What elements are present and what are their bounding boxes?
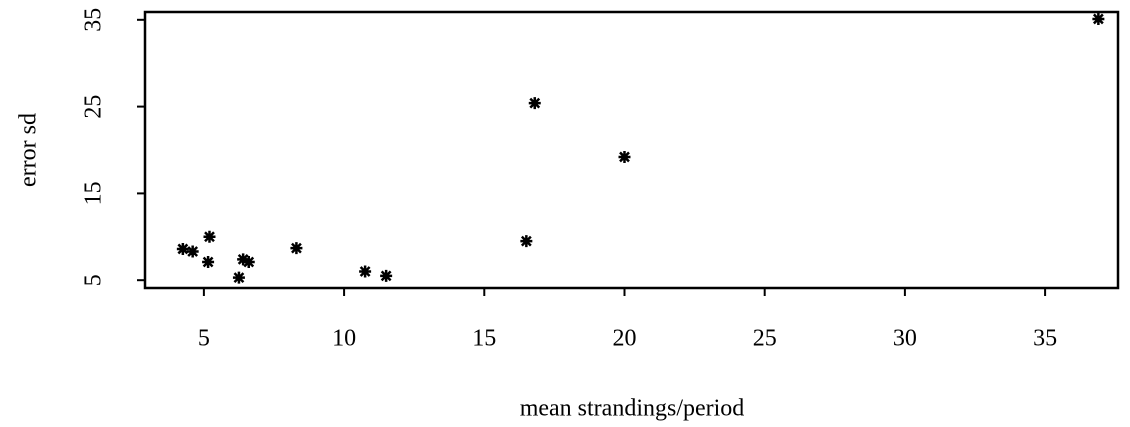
- x-tick-label: 35: [1033, 326, 1057, 352]
- x-tick-label: 15: [472, 326, 496, 352]
- x-tick-label: 5: [198, 326, 210, 352]
- y-tick-label: 25: [81, 95, 107, 119]
- y-axis-label: error sd: [16, 113, 42, 187]
- point: [290, 242, 303, 255]
- point: [520, 235, 533, 248]
- point: [380, 269, 393, 282]
- x-tick-label: 30: [893, 326, 917, 352]
- point: [528, 97, 541, 110]
- y-tick-label: 15: [81, 181, 107, 205]
- point: [242, 255, 255, 268]
- plot-frame: [143, 10, 1120, 290]
- point: [1092, 12, 1105, 25]
- point: [176, 242, 189, 255]
- point: [186, 245, 199, 258]
- y-tick-label: 5: [81, 274, 107, 286]
- point: [202, 255, 215, 268]
- x-tick-label: 10: [332, 326, 356, 352]
- x-axis-label: mean strandings/period: [520, 396, 745, 422]
- x-tick-label: 25: [753, 326, 777, 352]
- x-tick-label: 20: [612, 326, 636, 352]
- point: [359, 265, 372, 278]
- y-tick-label: 35: [81, 8, 107, 32]
- point: [237, 253, 250, 266]
- point: [618, 150, 631, 163]
- point: [203, 230, 216, 243]
- point: [232, 271, 245, 284]
